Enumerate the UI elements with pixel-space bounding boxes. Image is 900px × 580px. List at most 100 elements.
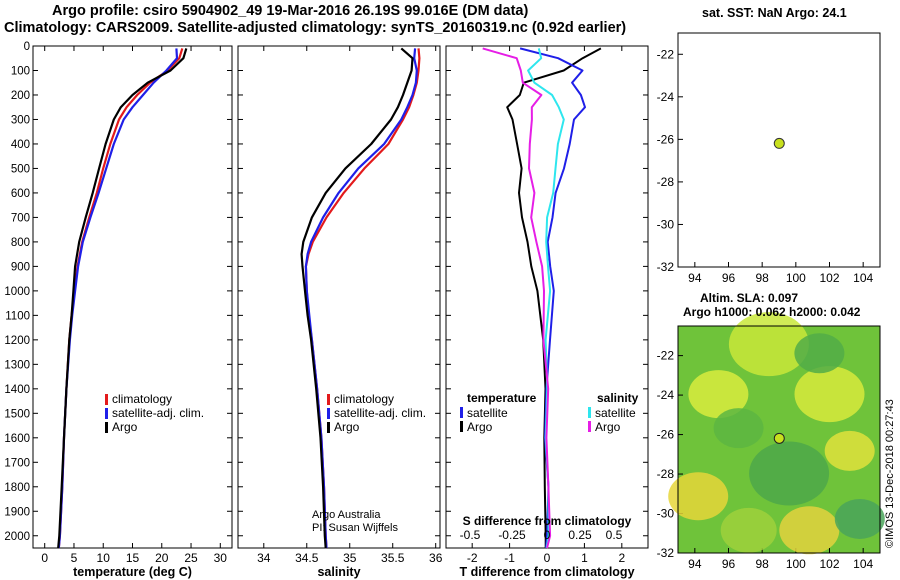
y-tick-label: -30 <box>657 217 675 231</box>
sla-heatmap-cell <box>713 408 764 449</box>
figure-title-line1: Argo profile: csiro 5904902_49 19-Mar-20… <box>52 3 529 19</box>
legend-label: satellite <box>467 406 508 420</box>
series-line-diff-3 <box>482 47 552 549</box>
y-tick-label: 1800 <box>4 482 30 494</box>
secondary-x-tick-label: 0.25 <box>568 528 592 542</box>
legend-swatch <box>460 421 463 432</box>
sla-heatmap-cell <box>668 472 729 521</box>
y-tick-label: -24 <box>657 388 675 402</box>
x-tick-label: 94 <box>688 557 702 571</box>
plot-frame <box>237 45 441 549</box>
legend-label: Argo <box>467 420 493 434</box>
sst-map-panel: 94 96 98 100 102 104 -22 -24 -26 -28 -30 -32 <box>657 32 881 285</box>
x-tick-label: 34.5 <box>295 551 319 565</box>
x-tick-label: -1 <box>504 551 515 565</box>
y-tick-label: 1400 <box>4 384 30 396</box>
x-tick-label: 94 <box>688 271 702 285</box>
x-tick-label: 34 <box>257 551 271 565</box>
argo-position-marker <box>773 432 785 444</box>
x-tick-label: 100 <box>786 271 806 285</box>
y-tick-label: -30 <box>657 507 675 521</box>
legend-swatch <box>460 407 463 418</box>
y-tick-label: 800 <box>11 237 30 249</box>
secondary-x-tick-label: 0 <box>544 528 551 542</box>
figure-title-line2: Climatology: CARS2009. Satellite-adjuste… <box>4 20 627 36</box>
credit-pi: PI: Susan Wijffels <box>312 522 398 534</box>
y-tick-label: 600 <box>11 188 30 200</box>
y-tick-label: 0 <box>24 41 30 53</box>
y-tick-label: 1900 <box>4 506 30 518</box>
temperature-panel: 0 5 10 15 20 25 300100200300400500600700800900… <box>4 41 233 579</box>
x-axis-label: salinity <box>317 565 360 579</box>
y-tick-label: -22 <box>657 47 675 61</box>
legend-label: Argo <box>595 420 621 434</box>
y-tick-label: -24 <box>657 90 675 104</box>
y-tick-label: 700 <box>11 212 30 224</box>
sla-map-panel: 94 96 98 100 102 104 -22 -24 -26 -28 -30 -32 <box>657 312 885 571</box>
secondary-x-tick-label: 0.5 <box>606 528 623 542</box>
x-tick-label: 98 <box>755 557 769 571</box>
legend-swatch <box>588 407 591 418</box>
x-tick-label: -2 <box>467 551 478 565</box>
x-tick-label: 20 <box>155 551 169 565</box>
y-tick-label: -28 <box>657 175 675 189</box>
watermark: ©IMOS 13-Dec-2018 00:27:43 <box>884 399 896 548</box>
y-tick-label: 1600 <box>4 433 30 445</box>
x-tick-label: 0 <box>41 551 48 565</box>
x-tick-label: 30 <box>214 551 228 565</box>
x-tick-label: 36 <box>429 551 443 565</box>
y-tick-label: -26 <box>657 132 675 146</box>
x-tick-label: 96 <box>722 557 736 571</box>
y-tick-label: 1700 <box>4 457 30 469</box>
y-tick-label: -32 <box>657 260 675 274</box>
legend-label: Argo <box>334 420 360 434</box>
series-line-argo <box>300 47 414 549</box>
y-tick-label: -22 <box>657 349 675 363</box>
y-tick-label: -32 <box>657 546 675 560</box>
y-tick-label: 500 <box>11 163 30 175</box>
secondary-x-axis-label: S difference from climatology <box>463 514 632 528</box>
y-tick-label: 2000 <box>4 531 30 543</box>
map-top-title: sat. SST: NaN Argo: 24.1 <box>702 6 847 20</box>
legend-label: satellite-adj. clim. <box>112 406 204 420</box>
sla-heatmap-cell <box>824 430 875 471</box>
x-tick-label: 5 <box>71 551 78 565</box>
legend-swatch <box>327 408 330 419</box>
legend-swatch <box>327 422 330 433</box>
secondary-x-tick-label: -0.25 <box>498 528 526 542</box>
x-tick-label: 96 <box>722 271 736 285</box>
y-tick-label: 1500 <box>4 408 30 420</box>
legend-title-salinity: salinity <box>597 391 639 405</box>
legend-label: climatology <box>334 392 394 406</box>
legend-label: Argo <box>112 420 138 434</box>
x-tick-label: 104 <box>853 271 873 285</box>
sla-heatmap-cell <box>779 506 840 555</box>
y-tick-label: 1300 <box>4 359 30 371</box>
y-tick-label: 1000 <box>4 286 30 298</box>
y-tick-label: 900 <box>11 261 30 273</box>
x-tick-label: 35.5 <box>381 551 405 565</box>
y-tick-label: 400 <box>11 139 30 151</box>
legend-title-temperature: temperature <box>467 391 537 405</box>
secondary-x-tick-label: -0.5 <box>460 528 481 542</box>
y-tick-label: 200 <box>11 90 30 102</box>
sla-heatmap-cell <box>794 333 845 374</box>
series-line-argo <box>57 48 188 549</box>
y-tick-label: -28 <box>657 467 675 481</box>
legend-label: satellite <box>595 406 636 420</box>
x-tick-label: 1 <box>581 551 588 565</box>
sla-heatmap-cell <box>728 312 809 377</box>
y-tick-label: 300 <box>11 114 30 126</box>
legend-swatch <box>105 394 108 405</box>
sla-heatmap-cell <box>688 370 749 419</box>
map-border <box>677 325 881 554</box>
sla-heatmap-cell <box>720 507 777 553</box>
x-tick-label: 2 <box>618 551 625 565</box>
x-axis-label: T difference from climatology <box>459 565 634 579</box>
x-tick-label: 98 <box>755 271 769 285</box>
sla-heatmap-cell <box>794 366 865 423</box>
map-bottom-title2: Argo h1000: 0.062 h2000: 0.042 <box>683 305 861 319</box>
sla-heatmap-cell <box>749 441 830 506</box>
plot-frame <box>32 45 233 549</box>
